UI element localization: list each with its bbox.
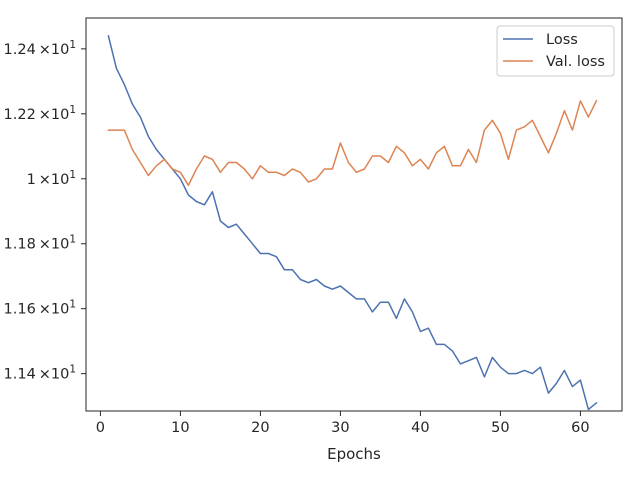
series-layer bbox=[107, 34, 598, 411]
y-tick-label: 1.24 ×101 bbox=[4, 39, 76, 58]
y-tick-label: 1.18 ×101 bbox=[4, 234, 76, 253]
x-tick-label: 30 bbox=[331, 420, 349, 436]
y-tick-label: 1 ×101 bbox=[27, 169, 76, 188]
series-line-val-loss bbox=[107, 99, 598, 187]
y-tick-label: 1.16 ×101 bbox=[4, 299, 76, 318]
legend-label-loss: Loss bbox=[546, 32, 578, 48]
legend-label-val-loss: Val. loss bbox=[546, 54, 605, 70]
legend: Loss Val. loss bbox=[496, 25, 615, 77]
series-line-loss bbox=[107, 34, 598, 411]
plot-frame bbox=[85, 17, 623, 412]
y-axis: 1.14 ×101 1.16 ×101 1.18 ×101 1 ×101 1.22 ×1… bbox=[4, 39, 86, 383]
y-tick-label: 1.22 ×101 bbox=[4, 104, 76, 123]
x-tick-label: 20 bbox=[251, 420, 269, 436]
x-tick-label: 50 bbox=[491, 420, 509, 436]
x-axis-label: Epochs bbox=[327, 445, 381, 463]
y-tick-label: 1.14 ×101 bbox=[4, 364, 76, 383]
x-tick-label: 0 bbox=[96, 420, 105, 436]
x-axis: 0 10 20 30 40 50 60 bbox=[96, 411, 590, 436]
x-tick-label: 10 bbox=[171, 420, 189, 436]
x-tick-label: 60 bbox=[571, 420, 589, 436]
x-tick-label: 40 bbox=[411, 420, 429, 436]
